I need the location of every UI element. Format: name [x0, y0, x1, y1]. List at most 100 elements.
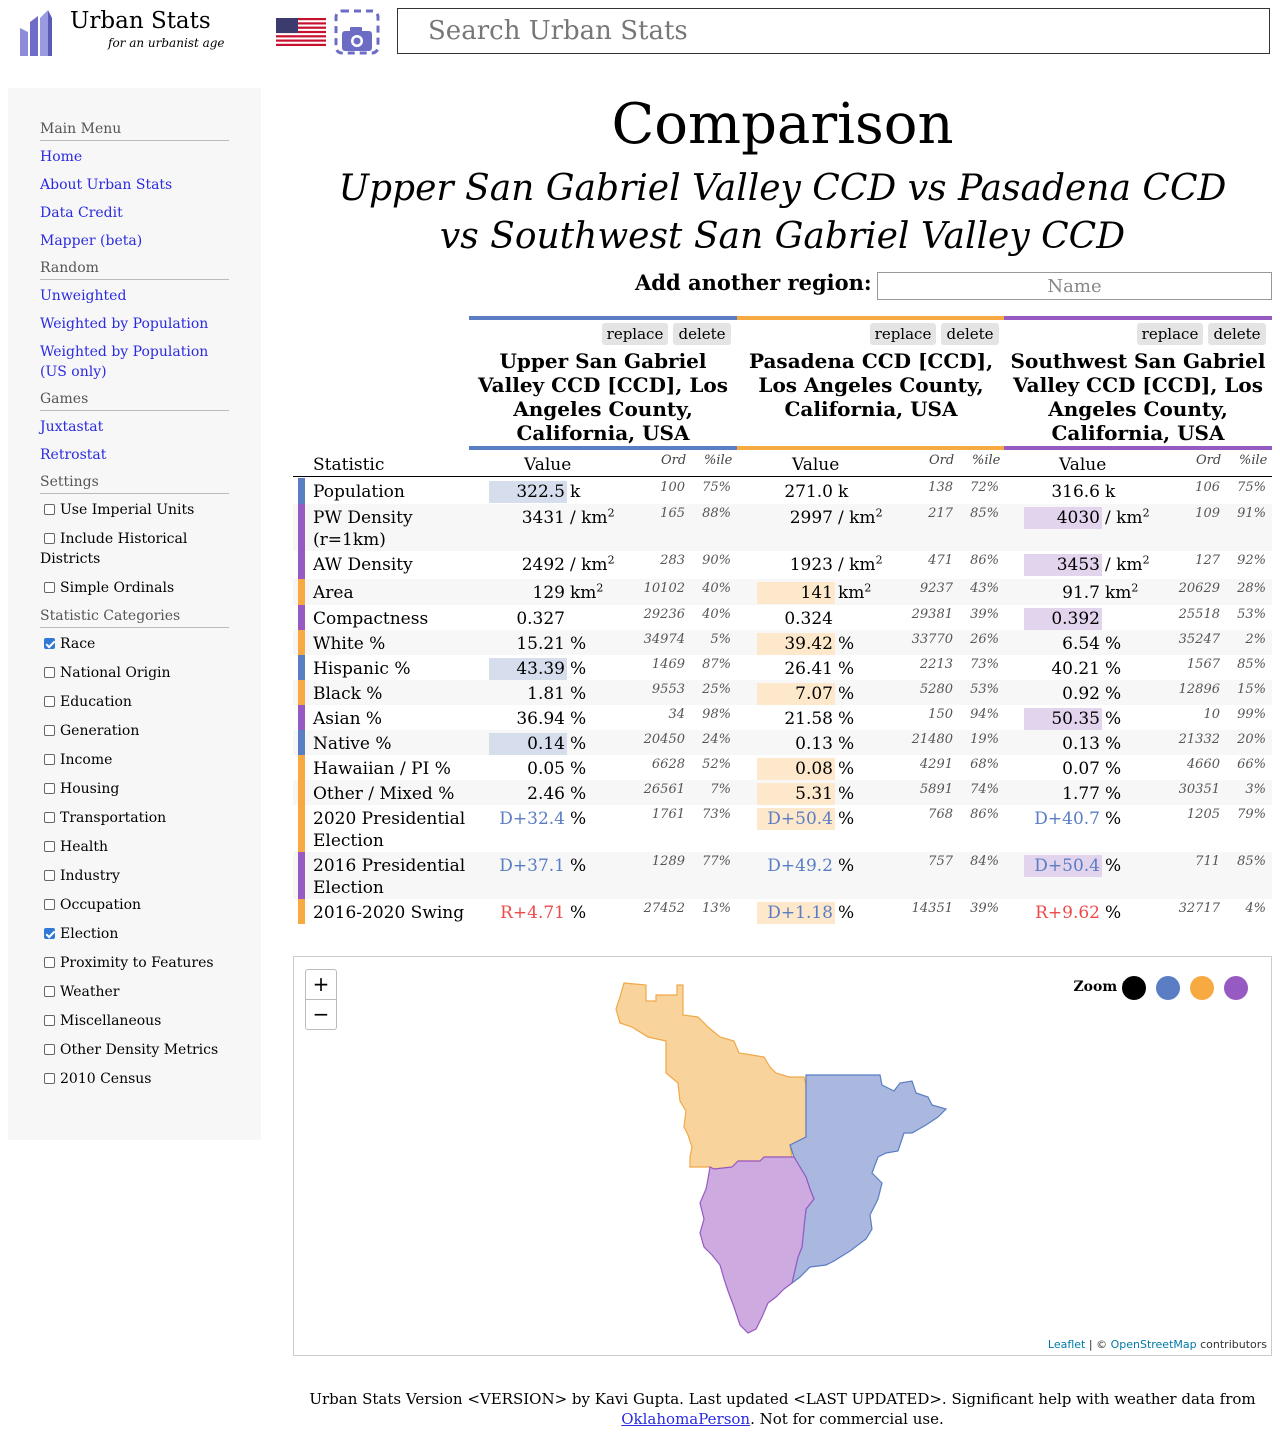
percentile-header: %ile	[1239, 453, 1268, 468]
sidebar-checkbox-row[interactable]: Industry	[40, 866, 229, 886]
add-region-input[interactable]	[877, 272, 1272, 300]
southwest-san-gabriel-valley-ccd-shape[interactable]	[699, 1156, 815, 1334]
statistic-name[interactable]: Hawaiian / PI %	[313, 759, 451, 779]
checkbox[interactable]	[44, 754, 55, 765]
checkbox[interactable]	[44, 1044, 55, 1055]
zoom-to-region-button[interactable]	[1122, 976, 1146, 1000]
zoom-out-button[interactable]: −	[305, 999, 337, 1030]
statistic-name[interactable]: Black %	[313, 684, 383, 704]
column-region-name[interactable]: Upper San Gabriel Valley CCD [CCD], Los …	[478, 349, 728, 445]
urban-stats-logo-icon[interactable]	[18, 8, 58, 58]
percentile: 39%	[970, 607, 999, 622]
sidebar-link[interactable]: Mapper (beta)	[40, 233, 143, 249]
replace-button[interactable]: replace	[870, 323, 936, 345]
statistic-name[interactable]: PW Density (r=1km)	[313, 508, 413, 550]
delete-button[interactable]: delete	[1208, 323, 1266, 345]
sidebar-checkbox-row[interactable]: Occupation	[40, 895, 229, 915]
checkbox[interactable]	[44, 667, 55, 678]
statistic-unit: / km2	[838, 554, 883, 575]
checkbox[interactable]	[44, 928, 55, 939]
sidebar-checkbox-row[interactable]: Election	[40, 924, 229, 944]
checkbox[interactable]	[44, 986, 55, 997]
checkbox[interactable]	[44, 725, 55, 736]
sidebar-link[interactable]: Retrostat	[40, 447, 107, 463]
checkbox[interactable]	[44, 812, 55, 823]
sidebar-checkbox-row[interactable]: National Origin	[40, 663, 229, 683]
brand-title[interactable]: Urban Stats	[70, 8, 211, 34]
sidebar-checkbox-row[interactable]: Income	[40, 750, 229, 770]
sidebar-link[interactable]: About Urban Stats	[40, 177, 173, 193]
upper-san-gabriel-valley-ccd-shape[interactable]	[789, 1074, 948, 1285]
sidebar-link[interactable]: Weighted by Population (US only)	[40, 344, 209, 380]
sidebar-checkbox-row[interactable]: Simple Ordinals	[40, 578, 229, 598]
table-row: Hispanic % 43.39% 1469 87% 26.41% 2213 73% 40.2…	[293, 655, 1272, 680]
statistic-name[interactable]: White %	[313, 634, 386, 654]
checkbox[interactable]	[44, 841, 55, 852]
us-flag-icon[interactable]	[276, 18, 326, 46]
statistic-value: 2997	[789, 508, 833, 528]
sidebar-checkbox-row[interactable]: Other Density Metrics	[40, 1040, 229, 1060]
zoom-to-region-button[interactable]	[1156, 976, 1180, 1000]
statistic-name[interactable]: Asian %	[313, 709, 383, 729]
replace-button[interactable]: replace	[602, 323, 668, 345]
unit-exponent: 2	[864, 581, 872, 595]
screenshot-camera-icon[interactable]	[334, 9, 380, 55]
sidebar-checkbox-row[interactable]: 2010 Census	[40, 1069, 229, 1089]
sidebar-link[interactable]: Juxtastat	[40, 419, 104, 435]
sidebar-checkbox-row[interactable]: Use Imperial Units	[40, 500, 229, 520]
leaflet-link[interactable]: Leaflet	[1047, 1338, 1086, 1351]
statistic-unit: k	[838, 482, 849, 502]
comparison-map[interactable]: + − Zoom to: Leaflet | © OpenStreetMap c…	[293, 956, 1272, 1356]
checkbox[interactable]	[44, 783, 55, 794]
delete-button[interactable]: delete	[941, 323, 999, 345]
sidebar-checkbox-row[interactable]: Race	[40, 634, 229, 654]
sidebar-checkbox-row[interactable]: Miscellaneous	[40, 1011, 229, 1031]
sidebar-checkbox-row[interactable]: Generation	[40, 721, 229, 741]
sidebar-link[interactable]: Weighted by Population	[40, 316, 209, 332]
statistic-name[interactable]: AW Density	[313, 555, 413, 575]
checkbox[interactable]	[44, 899, 55, 910]
sidebar-checkbox-row[interactable]: Transportation	[40, 808, 229, 828]
ord-header: Ord	[661, 453, 687, 468]
sidebar-checkbox-row[interactable]: Health	[40, 837, 229, 857]
checkbox[interactable]	[44, 957, 55, 968]
sidebar-link[interactable]: Unweighted	[40, 288, 127, 304]
checkbox[interactable]	[44, 870, 55, 881]
sidebar-checkbox-row[interactable]: Education	[40, 692, 229, 712]
sidebar-link[interactable]: Data Credit	[40, 205, 123, 221]
statistic-name[interactable]: Native %	[313, 734, 392, 754]
zoom-to-region-button[interactable]	[1224, 976, 1248, 1000]
checkbox[interactable]	[44, 582, 55, 593]
statistic-name[interactable]: Area	[313, 583, 354, 603]
statistic-name[interactable]: 2016 Presidential Election	[313, 856, 466, 898]
pasadena-ccd-shape[interactable]	[615, 982, 807, 1170]
delete-button[interactable]: delete	[673, 323, 731, 345]
statistic-name[interactable]: 2020 Presidential Election	[313, 809, 466, 851]
statistic-name[interactable]: Compactness	[313, 609, 429, 629]
checkbox[interactable]	[44, 504, 55, 515]
checkbox[interactable]	[44, 696, 55, 707]
statistic-name[interactable]: Hispanic %	[313, 659, 411, 679]
column-region-name[interactable]: Southwest San Gabriel Valley CCD [CCD], …	[1010, 349, 1266, 445]
checkbox[interactable]	[44, 533, 55, 544]
sidebar-checkbox-row[interactable]: Include Historical Districts	[40, 529, 229, 569]
statistic-unit: %	[1105, 684, 1122, 704]
checkbox[interactable]	[44, 1015, 55, 1026]
oklahomaperson-link[interactable]: OklahomaPerson	[621, 1410, 751, 1428]
percentile: 19%	[970, 732, 999, 747]
zoom-to-region-button[interactable]	[1190, 976, 1214, 1000]
statistic-name[interactable]: 2016-2020 Swing	[313, 903, 465, 923]
sidebar-link[interactable]: Home	[40, 149, 83, 165]
sidebar-checkbox-row[interactable]: Housing	[40, 779, 229, 799]
search-input[interactable]	[397, 8, 1270, 54]
checkbox[interactable]	[44, 1073, 55, 1084]
column-region-name[interactable]: Pasadena CCD [CCD], Los Angeles County, …	[748, 349, 994, 421]
checkbox[interactable]	[44, 638, 55, 649]
replace-button[interactable]: replace	[1137, 323, 1203, 345]
sidebar-checkbox-row[interactable]: Proximity to Features	[40, 953, 229, 973]
region-shapes[interactable]	[294, 957, 1271, 1355]
sidebar-checkbox-row[interactable]: Weather	[40, 982, 229, 1002]
osm-link[interactable]: OpenStreetMap	[1110, 1338, 1197, 1351]
statistic-name[interactable]: Population	[313, 482, 405, 502]
statistic-name[interactable]: Other / Mixed %	[313, 784, 455, 804]
